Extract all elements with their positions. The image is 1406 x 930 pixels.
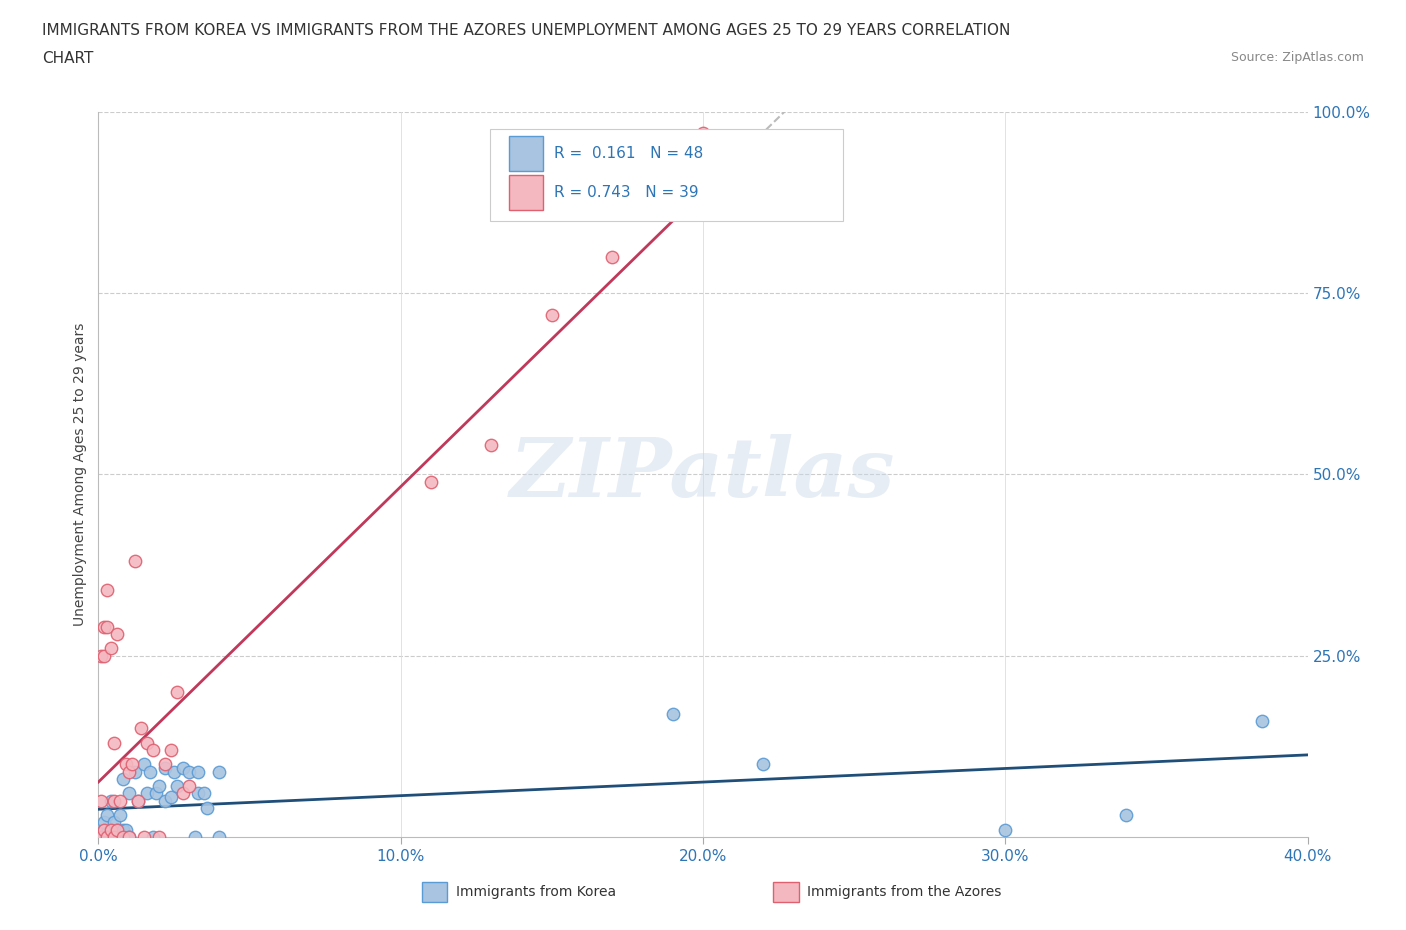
Point: [187, 786, 209, 801]
Point: [692, 126, 714, 140]
Point: [96, 830, 118, 844]
Text: Immigrants from Korea: Immigrants from Korea: [456, 884, 616, 899]
Point: [103, 826, 125, 841]
Point: [93, 815, 115, 830]
Point: [662, 706, 685, 721]
Point: [118, 786, 141, 801]
Text: ZIPatlas: ZIPatlas: [510, 434, 896, 514]
Point: [481, 438, 503, 453]
Point: [96, 583, 118, 598]
Point: [184, 830, 207, 844]
Point: [208, 764, 231, 779]
Point: [172, 786, 194, 801]
Point: [124, 764, 146, 779]
Point: [105, 830, 128, 844]
Point: [142, 742, 165, 757]
Y-axis label: Unemployment Among Ages 25 to 29 years: Unemployment Among Ages 25 to 29 years: [73, 323, 87, 626]
Text: R =  0.161   N = 48: R = 0.161 N = 48: [554, 146, 703, 161]
Point: [166, 778, 188, 793]
Point: [420, 474, 443, 489]
Point: [153, 793, 176, 808]
Point: [135, 786, 157, 801]
Point: [127, 793, 149, 808]
Point: [96, 619, 118, 634]
Point: [90, 648, 112, 663]
Point: [160, 742, 183, 757]
Point: [179, 778, 201, 793]
Point: [108, 793, 131, 808]
Point: [100, 793, 122, 808]
Point: [142, 830, 165, 844]
Text: CHART: CHART: [42, 51, 94, 66]
Point: [100, 822, 122, 837]
Point: [163, 764, 186, 779]
Point: [195, 801, 218, 816]
Point: [103, 830, 125, 844]
Point: [153, 761, 176, 776]
Point: [100, 830, 122, 844]
Point: [90, 793, 112, 808]
Point: [103, 736, 125, 751]
Point: [166, 684, 188, 699]
Text: R = 0.743   N = 39: R = 0.743 N = 39: [554, 185, 699, 200]
Text: IMMIGRANTS FROM KOREA VS IMMIGRANTS FROM THE AZORES UNEMPLOYMENT AMONG AGES 25 T: IMMIGRANTS FROM KOREA VS IMMIGRANTS FROM…: [42, 23, 1011, 38]
Point: [118, 830, 141, 844]
Point: [148, 778, 170, 793]
Point: [114, 822, 136, 837]
Point: [114, 757, 136, 772]
Point: [96, 826, 118, 841]
Point: [100, 822, 122, 837]
Point: [103, 793, 125, 808]
Text: Immigrants from the Azores: Immigrants from the Azores: [807, 884, 1001, 899]
Point: [148, 830, 170, 844]
Point: [135, 736, 157, 751]
Point: [105, 822, 128, 837]
Point: [193, 786, 215, 801]
Point: [108, 808, 131, 823]
Point: [103, 830, 125, 844]
Point: [90, 830, 112, 844]
Point: [179, 764, 201, 779]
Point: [160, 790, 183, 804]
Point: [153, 757, 176, 772]
Point: [129, 721, 152, 736]
Point: [96, 808, 118, 823]
Point: [145, 786, 167, 801]
Point: [93, 648, 115, 663]
Point: [540, 307, 562, 322]
Point: [127, 793, 149, 808]
Point: [100, 641, 122, 656]
Point: [172, 761, 194, 776]
Point: [602, 249, 624, 264]
Point: [103, 815, 125, 830]
Point: [93, 822, 115, 837]
Point: [132, 757, 155, 772]
Point: [1115, 808, 1137, 823]
Text: Source: ZipAtlas.com: Source: ZipAtlas.com: [1230, 51, 1364, 64]
Point: [132, 830, 155, 844]
Point: [93, 619, 115, 634]
Point: [108, 826, 131, 841]
Point: [111, 822, 134, 837]
Point: [208, 830, 231, 844]
Point: [105, 627, 128, 642]
Point: [124, 554, 146, 569]
Point: [111, 830, 134, 844]
Point: [752, 757, 775, 772]
Point: [90, 830, 112, 844]
Point: [187, 764, 209, 779]
Point: [139, 764, 162, 779]
Point: [994, 822, 1017, 837]
Point: [93, 822, 115, 837]
Point: [121, 757, 143, 772]
Point: [118, 830, 141, 844]
Point: [111, 772, 134, 787]
Point: [96, 830, 118, 844]
Point: [1251, 713, 1274, 728]
Point: [118, 764, 141, 779]
Point: [105, 822, 128, 837]
